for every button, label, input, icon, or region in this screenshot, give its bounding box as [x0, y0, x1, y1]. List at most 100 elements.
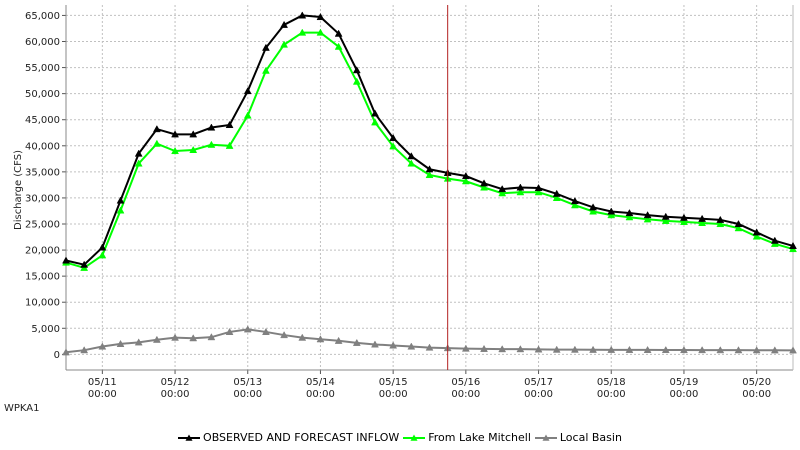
data-point — [570, 197, 579, 205]
x-tick-label-date: 05/12 — [161, 377, 190, 388]
data-point — [334, 336, 343, 344]
x-tick-label-date: 05/14 — [306, 377, 335, 388]
legend-swatch — [534, 434, 557, 441]
data-point — [407, 159, 416, 167]
data-point — [698, 346, 707, 354]
data-point — [389, 142, 398, 150]
data-point — [480, 179, 488, 187]
data-point — [552, 193, 561, 201]
station-id: WPKA1 — [4, 403, 40, 414]
data-point — [352, 338, 361, 346]
data-point — [589, 203, 597, 211]
data-point — [189, 145, 198, 154]
data-point — [298, 333, 307, 341]
data-point — [316, 28, 325, 36]
y-tick-label: 25,000 — [25, 220, 60, 231]
y-tick-label: 10,000 — [25, 298, 60, 309]
data-point — [752, 346, 761, 354]
legend-label: Local Basin — [559, 431, 622, 444]
data-point — [98, 243, 107, 251]
data-point — [770, 236, 779, 244]
x-tick-label-date: 05/19 — [670, 377, 699, 388]
data-point — [625, 209, 634, 217]
plot-area — [66, 5, 793, 370]
data-point — [280, 20, 289, 28]
data-point — [770, 346, 779, 354]
data-point — [134, 149, 143, 157]
data-point — [389, 133, 398, 142]
x-tick-label-time: 00:00 — [524, 389, 553, 400]
data-point — [607, 211, 616, 219]
data-point — [189, 130, 198, 138]
data-point — [316, 12, 325, 21]
data-point — [171, 333, 179, 341]
data-point — [407, 152, 416, 160]
x-tick-label-time: 00:00 — [597, 389, 626, 400]
data-point — [225, 327, 234, 335]
y-tick-label: 45,000 — [25, 115, 60, 126]
data-point — [425, 343, 434, 351]
data-point — [134, 338, 143, 346]
data-point — [461, 172, 470, 180]
data-point — [516, 188, 525, 196]
x-tick-label-time: 00:00 — [670, 389, 699, 400]
data-point — [552, 345, 561, 353]
y-tick-label: 20,000 — [25, 246, 60, 257]
data-point — [498, 345, 507, 353]
data-point — [698, 218, 707, 227]
legend-swatch — [403, 434, 426, 441]
data-point — [461, 177, 470, 185]
data-point — [152, 139, 161, 147]
x-tick-label-time: 00:00 — [161, 389, 190, 400]
data-point — [280, 40, 289, 48]
data-point — [589, 345, 597, 353]
x-tick-label-date: 05/11 — [88, 377, 117, 388]
data-point — [570, 345, 579, 353]
data-point — [262, 66, 270, 74]
data-point — [643, 345, 652, 353]
data-point — [371, 118, 379, 126]
data-point — [498, 189, 507, 197]
data-point — [298, 28, 307, 36]
y-tick-label: 40,000 — [25, 141, 60, 152]
data-point — [298, 11, 307, 19]
data-point — [316, 335, 325, 343]
data-point — [734, 219, 743, 228]
data-point — [116, 196, 125, 204]
y-tick-label: 50,000 — [25, 89, 60, 100]
data-point — [661, 216, 670, 224]
data-point — [607, 345, 616, 353]
series-observed-and-forecast-inflow — [62, 11, 797, 268]
y-tick-label: 35,000 — [25, 167, 60, 178]
data-point — [98, 342, 107, 350]
data-point — [262, 43, 270, 51]
data-point — [789, 346, 797, 354]
grid — [66, 5, 793, 370]
data-point — [262, 327, 270, 335]
data-point — [480, 344, 488, 352]
data-point — [680, 213, 688, 221]
data-point — [643, 215, 652, 223]
legend-swatch — [178, 434, 201, 441]
data-point — [189, 334, 198, 342]
data-point — [716, 215, 725, 223]
x-tick-label-time: 00:00 — [233, 389, 262, 400]
data-point — [98, 251, 107, 259]
x-tick-label-date: 05/18 — [597, 377, 626, 388]
data-point — [80, 346, 89, 354]
data-point — [280, 331, 289, 339]
data-point — [734, 224, 743, 232]
data-point — [152, 125, 161, 133]
x-tick-label-date: 05/17 — [524, 377, 553, 388]
data-point — [516, 345, 525, 353]
data-point — [207, 140, 216, 148]
data-point — [498, 185, 507, 193]
data-point — [352, 77, 361, 85]
data-point — [534, 188, 543, 196]
data-point — [625, 345, 634, 353]
series-group — [62, 5, 797, 370]
data-point — [789, 241, 797, 249]
data-point — [134, 159, 143, 167]
legend-label: From Lake Mitchell — [428, 431, 531, 444]
axes: 0 5,000 10,000 15,000 20,000 25,000 30,000 35,0… — [25, 5, 794, 400]
